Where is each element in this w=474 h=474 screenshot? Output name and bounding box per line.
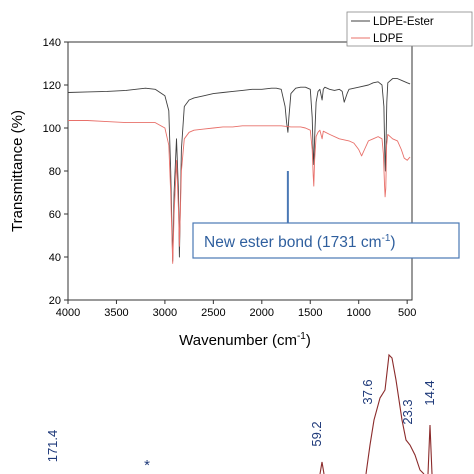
ester-annotation: New ester bond (1731 cm-1)	[192, 171, 460, 259]
x-tick-label: 3000	[153, 307, 177, 319]
legend-label-ldpe-ester: LDPE-Ester	[373, 16, 434, 28]
y-tick-label: 120	[43, 80, 61, 92]
annotation-text: New ester bond (1731 cm-1)	[204, 233, 396, 251]
peak-label-171: 171.4	[45, 430, 60, 463]
peak-label-37: 37.6	[360, 379, 375, 404]
x-axis-label: Wavenumber (cm-1)	[179, 331, 311, 349]
x-tick-label: 2000	[250, 307, 274, 319]
legend-label-ldpe: LDPE	[373, 33, 403, 45]
y-tick-label: 40	[49, 252, 61, 264]
y-tick-label: 80	[49, 166, 61, 178]
legend-box	[346, 11, 473, 47]
x-tick-label: 3500	[104, 307, 128, 319]
x-tick-label: 1500	[298, 307, 322, 319]
y-tick-label: 140	[43, 37, 61, 49]
x-axis-label-sup: -1	[297, 331, 306, 342]
y-tick-label: 60	[49, 209, 61, 221]
y-tick-label: 100	[43, 123, 61, 135]
x-tick-label: 2500	[201, 307, 225, 319]
plot-frame	[67, 41, 413, 301]
nmr-spectrum-line	[319, 353, 433, 474]
annotation-box	[192, 222, 460, 259]
x-tick-label: 4000	[56, 307, 80, 319]
asterisk-marker: *	[144, 457, 150, 474]
y-axis-ticks: 20 40 60 80 100 120 140	[43, 37, 68, 307]
nmr-partial-chart: 171.4 59.2 37.6 23.3 14.4 *	[45, 353, 437, 474]
x-tick-label: 500	[398, 307, 416, 319]
x-axis-ticks: 4000 3500 3000 2500 2000 1500 1000 500	[56, 300, 416, 319]
series-line-ldpe-ester	[67, 78, 411, 262]
series-line-ldpe	[68, 120, 411, 264]
ftir-chart: 20 40 60 80 100 120 140 4000 3500 3000 2500 2000 15…	[9, 11, 473, 349]
y-tick-label: 20	[49, 295, 61, 307]
peak-label-59: 59.2	[309, 421, 324, 446]
peak-label-14: 14.4	[422, 380, 437, 405]
series-layer	[67, 78, 411, 264]
x-tick-label: 1000	[346, 307, 370, 319]
legend: LDPE-Ester LDPE	[346, 11, 473, 47]
peak-label-23: 23.3	[400, 399, 415, 424]
y-axis-label: Transmittance (%)	[9, 110, 26, 232]
